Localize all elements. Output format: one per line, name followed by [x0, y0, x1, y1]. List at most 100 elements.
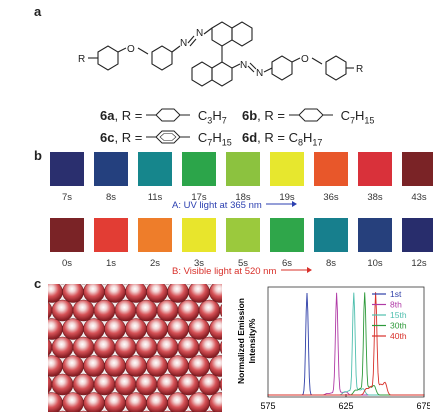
microsphere: [83, 284, 105, 303]
microsphere: [167, 392, 189, 412]
microsphere: [209, 392, 222, 412]
microsphere: [146, 318, 168, 340]
swatch-time-label: 7s: [61, 192, 73, 203]
microsphere: [209, 284, 222, 303]
microsphere: [99, 410, 110, 412]
color-swatch: 1s: [94, 218, 128, 269]
color-swatch: 0s: [50, 218, 84, 269]
substituent-c-count: 8: [298, 137, 304, 148]
uv-caption: A: UV light at 365 nm: [172, 200, 298, 211]
phenyl-icon: [145, 130, 190, 144]
cyclohexyl-icon: [145, 108, 190, 122]
color-swatch: 36s: [314, 152, 348, 203]
r-right-label: R: [356, 64, 363, 75]
microsphere: [183, 410, 194, 412]
substituent-h-count: 15: [221, 137, 232, 148]
microsphere: [62, 284, 84, 303]
substituent-c: C: [340, 108, 350, 123]
microsphere-micrograph: [48, 284, 222, 412]
microsphere: [146, 355, 168, 377]
microsphere: [167, 318, 189, 340]
azo-n-2: N: [196, 28, 203, 39]
color-swatch: 18s: [226, 152, 260, 203]
compound-id: 6b: [242, 108, 258, 123]
legend-label: 1st: [390, 289, 402, 299]
chemical-structure: R O N N N N O R: [78, 21, 363, 87]
microsphere: [104, 355, 126, 377]
microsphere: [62, 318, 84, 340]
legend-label: 15th: [390, 310, 407, 320]
compound-6d: 6d, R = C8H17: [242, 130, 322, 148]
microsphere: [177, 299, 200, 322]
substituent-c-count: 7: [207, 137, 213, 148]
microsphere: [177, 373, 200, 396]
swatch-time-label: 8s: [105, 192, 117, 203]
microsphere: [72, 299, 95, 322]
substituent-h: H: [212, 130, 222, 145]
azo-n-4: N: [256, 68, 263, 79]
azo-n-1: N: [180, 38, 187, 49]
color-swatch: 3s: [182, 218, 216, 269]
legend-label: 40th: [390, 331, 407, 341]
legend-label: 8th: [390, 300, 402, 310]
microsphere: [167, 284, 189, 303]
compound-id: 6d: [242, 130, 258, 145]
substituent-h: H: [303, 130, 313, 145]
visible-caption: B: Visible light at 520 nm: [172, 266, 313, 277]
microsphere: [198, 299, 221, 322]
microsphere: [125, 392, 147, 412]
microsphere: [167, 355, 189, 377]
o-left-label: O: [127, 44, 135, 55]
y-axis-label-line1: Normalized Emission: [236, 298, 246, 384]
swatch-time-label: 12s: [411, 258, 427, 269]
substituent-h-count: 15: [364, 115, 375, 126]
compound-id: 6a: [100, 108, 115, 123]
microsphere: [48, 375, 53, 394]
swatch-time-label: 11s: [147, 192, 163, 203]
swatch-time-label: 17s: [191, 192, 207, 203]
swatch-time-label: 3s: [193, 258, 205, 269]
compound-6c: 6c, R = C7H15: [100, 130, 232, 148]
microsphere: [209, 355, 222, 377]
microsphere: [135, 299, 158, 322]
color-swatch: 11s: [138, 152, 172, 203]
microsphere: [177, 336, 200, 359]
microsphere: [156, 299, 179, 322]
microsphere: [162, 410, 173, 412]
microsphere: [104, 392, 126, 412]
panel-label-c: c: [34, 276, 42, 291]
substituent-c: C: [197, 130, 208, 145]
cyclohexyl-icon: [288, 108, 333, 122]
swatch-time-label: 1s: [105, 258, 117, 269]
microsphere: [156, 373, 179, 396]
azo-n-3: N: [240, 60, 247, 71]
x-tick-label: 575: [260, 401, 275, 411]
panel-label-a: a: [34, 4, 42, 19]
swatch-time-label: 2s: [149, 258, 161, 269]
microsphere: [188, 392, 210, 412]
compound-6a: 6a, R = C3H7: [100, 108, 227, 126]
microsphere: [219, 340, 222, 355]
microsphere: [114, 299, 137, 322]
compound-sep: , R =: [114, 130, 146, 145]
microsphere: [93, 336, 116, 359]
right-arrow-icon: [266, 201, 298, 207]
microsphere: [51, 336, 74, 359]
microsphere: [198, 336, 221, 359]
color-swatch: 6s: [270, 218, 304, 269]
microsphere: [72, 336, 95, 359]
compound-6b: 6b, R = C7H15: [242, 108, 374, 126]
microsphere: [114, 373, 137, 396]
substituent-c-count: 7: [350, 115, 356, 126]
swatch-time-label: 8s: [325, 258, 337, 269]
microsphere: [219, 303, 222, 318]
microsphere: [135, 336, 158, 359]
swatch-time-label: 5s: [237, 258, 249, 269]
microsphere: [48, 284, 63, 303]
microsphere: [48, 392, 63, 412]
microsphere: [57, 410, 68, 412]
color-swatch: 43s: [402, 152, 433, 203]
microsphere: [83, 355, 105, 377]
microsphere: [83, 392, 105, 412]
microsphere: [198, 373, 221, 396]
